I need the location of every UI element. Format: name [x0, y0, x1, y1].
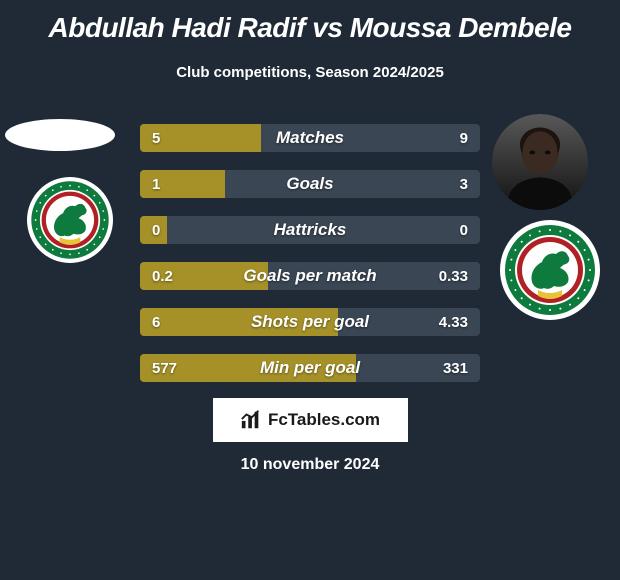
stat-fill: [140, 308, 338, 336]
stat-row: Hattricks00: [140, 216, 480, 244]
stat-row: Matches59: [140, 124, 480, 152]
stat-fill: [140, 354, 356, 382]
date-line: 10 november 2024: [0, 456, 620, 474]
stat-fill: [140, 170, 225, 198]
fctables-logo: FcTables.com: [213, 398, 408, 442]
club-badge-left: [27, 177, 113, 263]
club-badge-right: [500, 220, 600, 320]
stat-fill: [140, 216, 167, 244]
stat-value-right: 4.33: [439, 314, 468, 331]
stat-value-right: 3: [460, 176, 468, 193]
page-title: Abdullah Hadi Radif vs Moussa Dembele: [0, 12, 620, 44]
stat-value-right: 9: [460, 130, 468, 147]
stat-value-right: 331: [443, 360, 468, 377]
stat-label: Hattricks: [140, 220, 480, 240]
stat-value-right: 0: [460, 222, 468, 239]
fctables-logo-text: FcTables.com: [268, 410, 380, 430]
stat-row: Shots per goal64.33: [140, 308, 480, 336]
stat-value-right: 0.33: [439, 268, 468, 285]
subtitle: Club competitions, Season 2024/2025: [0, 64, 620, 81]
stat-row: Goals13: [140, 170, 480, 198]
stat-fill: [140, 262, 268, 290]
stat-fill: [140, 124, 261, 152]
player-left-avatar: [5, 119, 115, 151]
stat-row: Min per goal577331: [140, 354, 480, 382]
stat-row: Goals per match0.20.33: [140, 262, 480, 290]
chart-icon: [240, 409, 262, 431]
player-right-avatar: [492, 114, 588, 210]
